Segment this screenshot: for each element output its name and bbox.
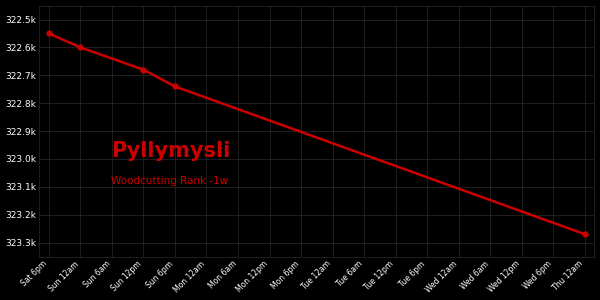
- Text: Woodcutting Rank -1w: Woodcutting Rank -1w: [112, 176, 229, 186]
- Text: Pyllymysli: Pyllymysli: [112, 141, 231, 161]
